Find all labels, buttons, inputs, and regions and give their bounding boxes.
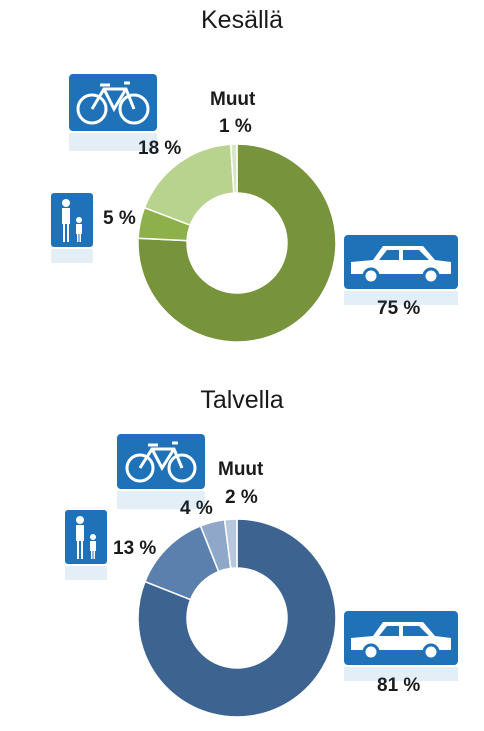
- summer-slice-auto: [137, 143, 337, 343]
- chart-title-summer: Kesällä: [201, 6, 283, 34]
- summer-bicycle-label: 18 %: [138, 138, 182, 159]
- winter-other-name: Muut: [218, 459, 264, 480]
- winter-slice-muut: [223, 518, 238, 570]
- pedestrian-sign-icon: [51, 193, 93, 263]
- summer-pedestrian-label: 5 %: [103, 208, 136, 229]
- car-sign-icon: [344, 611, 458, 681]
- summer-other-name: Muut: [210, 89, 256, 110]
- bicycle-sign-icon: [117, 434, 205, 509]
- winter-car-label: 81 %: [377, 675, 421, 696]
- chart-title-winter: Talvella: [200, 386, 284, 414]
- bicycle-sign-icon: [69, 74, 157, 151]
- summer-slice-muut: [229, 143, 238, 194]
- pedestrian-sign-icon: [65, 510, 107, 580]
- winter-bicycle-label: 4 %: [180, 498, 213, 519]
- winter-slice-auto: [137, 518, 337, 718]
- summer-other-label: 1 %: [219, 116, 252, 137]
- summer-car-label: 75 %: [377, 298, 421, 319]
- car-sign-icon: [344, 235, 458, 305]
- winter-other-label: 2 %: [225, 487, 258, 508]
- winter-pedestrian-label: 13 %: [113, 538, 157, 559]
